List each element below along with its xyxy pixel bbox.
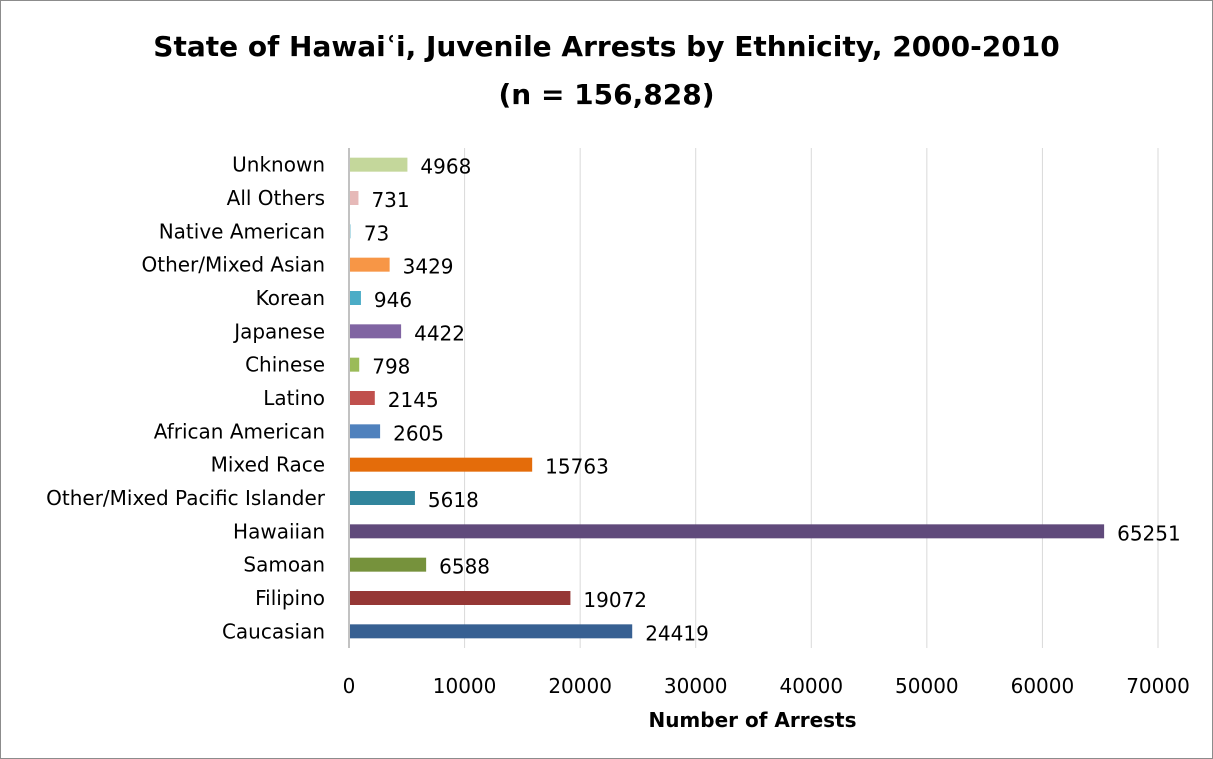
bar xyxy=(350,457,533,472)
chart-title: State of Hawaiʿi, Juvenile Arrests by Et… xyxy=(153,30,1060,63)
category-label: All Others xyxy=(227,186,325,210)
category-label: Hawaiian xyxy=(233,519,325,543)
data-label: 3429 xyxy=(403,255,454,279)
data-label: 2605 xyxy=(393,421,444,445)
gridlines xyxy=(348,148,1159,648)
category-labels: Unknown All Others Native American Other/Mi… xyxy=(46,153,326,644)
category-label: Caucasian xyxy=(222,619,325,643)
category-label: Japanese xyxy=(232,319,325,343)
category-label: Latino xyxy=(263,386,325,410)
bar xyxy=(350,357,360,372)
data-label: 15763 xyxy=(545,455,609,479)
bar xyxy=(350,257,390,272)
bar xyxy=(350,291,361,305)
data-label: 946 xyxy=(374,288,412,312)
data-label: 798 xyxy=(372,355,410,379)
data-label: 24419 xyxy=(645,621,709,645)
category-label: Other/Mixed Asian xyxy=(141,253,325,277)
bar xyxy=(350,624,633,639)
bar xyxy=(350,424,381,439)
bars xyxy=(350,157,1105,639)
bar xyxy=(350,224,351,239)
data-label: 19072 xyxy=(583,588,647,612)
category-label: Native American xyxy=(159,219,325,243)
x-tick-label: 50000 xyxy=(895,674,959,698)
bar xyxy=(350,157,408,172)
x-tick-label: 0 xyxy=(343,674,356,698)
category-label: Filipino xyxy=(255,586,325,610)
category-label: Chinese xyxy=(245,353,325,377)
bar xyxy=(350,524,1105,539)
category-label: Other/Mixed Pacific Islander xyxy=(46,486,326,510)
category-label: African American xyxy=(154,419,325,443)
data-label: 4968 xyxy=(420,155,471,179)
data-label: 73 xyxy=(364,221,389,245)
data-label: 5618 xyxy=(428,488,479,512)
bar xyxy=(350,324,402,339)
data-label: 2145 xyxy=(388,388,439,412)
bar xyxy=(350,491,415,505)
bar xyxy=(350,557,427,572)
x-tick-label: 40000 xyxy=(779,674,843,698)
chart-subtitle: (n = 156,828) xyxy=(498,78,715,111)
x-tick-label: 20000 xyxy=(548,674,612,698)
data-label: 65251 xyxy=(1117,521,1181,545)
bar xyxy=(350,391,375,405)
x-axis-title: Number of Arrests xyxy=(648,708,856,732)
x-tick-labels: 0 10000 20000 30000 40000 50000 60000 70000 xyxy=(343,674,1190,698)
x-tick-label: 10000 xyxy=(433,674,497,698)
category-label: Samoan xyxy=(243,553,325,577)
data-label: 6588 xyxy=(439,555,490,579)
data-label: 4422 xyxy=(414,321,465,345)
category-label: Mixed Race xyxy=(211,453,325,477)
x-tick-label: 30000 xyxy=(664,674,728,698)
bar xyxy=(350,591,571,605)
x-tick-label: 70000 xyxy=(1126,674,1190,698)
category-label: Korean xyxy=(256,286,325,310)
bar xyxy=(350,191,359,205)
data-label: 731 xyxy=(371,188,409,212)
x-tick-label: 60000 xyxy=(1011,674,1075,698)
category-label: Unknown xyxy=(232,153,325,177)
